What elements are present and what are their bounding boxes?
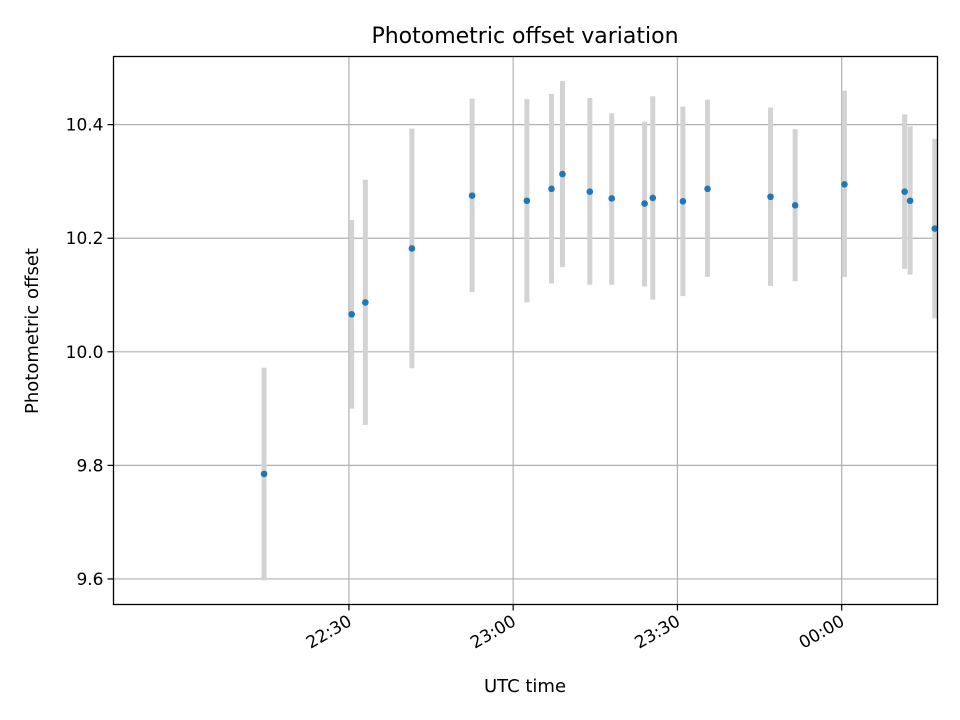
y-tick-label: 10.0 bbox=[66, 343, 104, 363]
y-tick-label: 10.4 bbox=[66, 116, 104, 136]
plot-frame bbox=[112, 55, 939, 606]
y-axis-label: Photometric offset bbox=[22, 248, 43, 414]
data-point bbox=[649, 194, 657, 202]
y-tick-label: 9.8 bbox=[76, 456, 103, 476]
x-axis-label: UTC time bbox=[484, 676, 566, 697]
data-point bbox=[679, 198, 687, 205]
data-point bbox=[791, 201, 799, 209]
data-point bbox=[468, 192, 476, 199]
y-tick-label: 9.6 bbox=[76, 570, 103, 590]
data-point bbox=[523, 197, 531, 205]
data-point bbox=[586, 188, 594, 195]
data-point bbox=[931, 225, 939, 232]
data-point bbox=[901, 188, 908, 195]
data-point bbox=[348, 311, 355, 318]
data-point bbox=[362, 299, 369, 306]
data-point bbox=[704, 185, 711, 193]
data-point bbox=[841, 180, 848, 188]
data-point bbox=[641, 200, 648, 207]
data-point bbox=[559, 170, 566, 178]
data-point bbox=[767, 193, 774, 201]
chart-title: Photometric offset variation bbox=[371, 24, 678, 49]
data-point bbox=[260, 470, 268, 478]
data-point bbox=[608, 195, 616, 202]
y-tick-label: 10.2 bbox=[66, 229, 104, 249]
data-point bbox=[906, 197, 914, 205]
data-point bbox=[548, 185, 555, 193]
data-point bbox=[408, 245, 416, 252]
